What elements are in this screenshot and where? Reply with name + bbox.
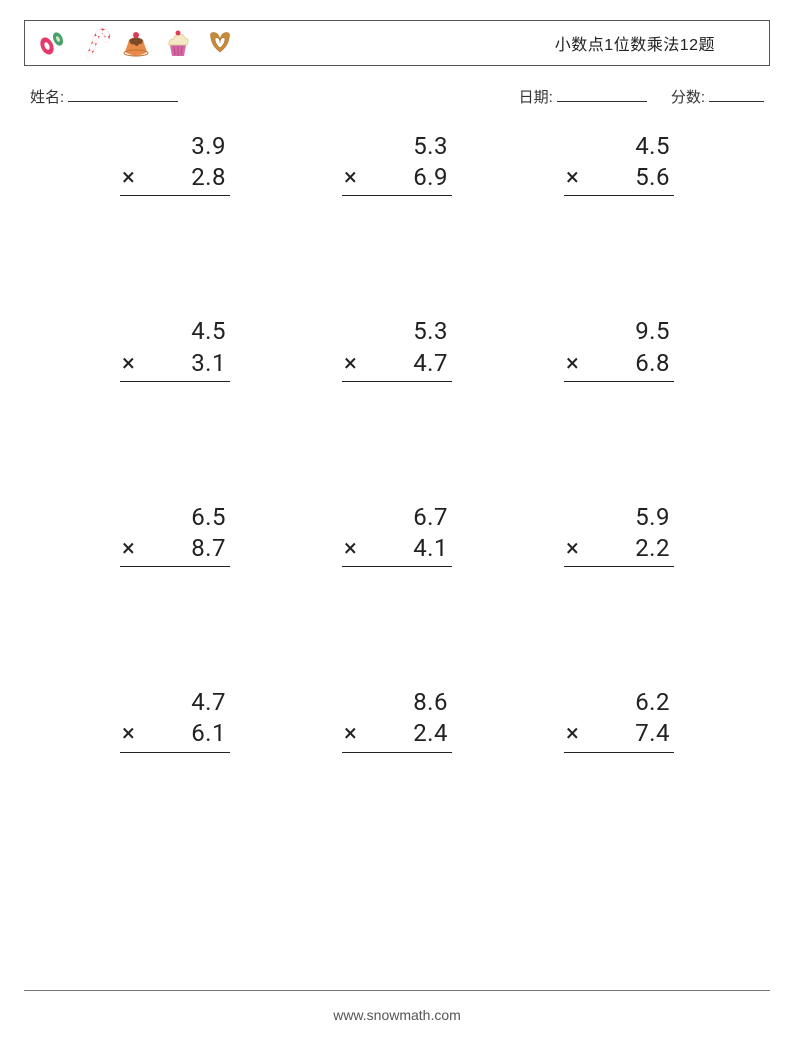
operator: ×	[564, 162, 579, 193]
operator: ×	[564, 533, 579, 564]
problem: 4.5× 3.1	[64, 316, 286, 381]
problem: 4.5× 5.6	[508, 131, 730, 196]
problem: 5.3× 4.7	[286, 316, 508, 381]
multiplier-row: × 4.1	[342, 533, 452, 567]
multiplicand: 9.5	[564, 316, 674, 347]
name-blank	[68, 88, 178, 102]
candy-icon	[35, 26, 69, 60]
problem-stack: 5.9× 2.2	[564, 502, 674, 567]
multiplier: 2.2	[635, 533, 670, 564]
score-label: 分数:	[671, 86, 705, 107]
problem-stack: 4.7× 6.1	[120, 687, 230, 752]
problem: 3.9× 2.8	[64, 131, 286, 196]
problem-stack: 8.6× 2.4	[342, 687, 452, 752]
multiplier: 6.1	[191, 718, 226, 749]
problem-stack: 9.5× 6.8	[564, 316, 674, 381]
multiplicand: 4.5	[564, 131, 674, 162]
header-box: 小数点1位数乘法12题	[24, 20, 770, 66]
operator: ×	[120, 162, 135, 193]
multiplier: 4.1	[413, 533, 448, 564]
operator: ×	[120, 718, 135, 749]
multiplicand: 6.5	[120, 502, 230, 533]
multiplier: 5.6	[635, 162, 670, 193]
multiplier: 2.8	[191, 162, 226, 193]
multiplier: 4.7	[413, 348, 448, 379]
cupcake-icon	[161, 26, 195, 60]
multiplicand: 5.3	[342, 131, 452, 162]
problem-stack: 4.5× 3.1	[120, 316, 230, 381]
problem-stack: 5.3× 4.7	[342, 316, 452, 381]
pudding-icon	[119, 26, 153, 60]
multiplicand: 6.2	[564, 687, 674, 718]
pretzel-icon	[203, 26, 237, 60]
multiplier: 3.1	[191, 348, 226, 379]
problem: 8.6× 2.4	[286, 687, 508, 752]
problem-stack: 4.5× 5.6	[564, 131, 674, 196]
operator: ×	[342, 348, 357, 379]
multiplicand: 4.5	[120, 316, 230, 347]
multiplicand: 5.3	[342, 316, 452, 347]
footer-url: www.snowmath.com	[0, 1007, 794, 1023]
multiplier-row: × 3.1	[120, 348, 230, 382]
problems-grid: 3.9×2.85.3×6.94.5×5.64.5×3.15.3×4.79.5×6…	[24, 121, 770, 753]
multiplier-row: × 8.7	[120, 533, 230, 567]
problem-stack: 6.2× 7.4	[564, 687, 674, 752]
multiplier-row: × 2.8	[120, 162, 230, 196]
multiplier-row: × 6.1	[120, 718, 230, 752]
multiplicand: 6.7	[342, 502, 452, 533]
problem-stack: 6.7× 4.1	[342, 502, 452, 567]
problem: 6.2× 7.4	[508, 687, 730, 752]
problem-stack: 6.5× 8.7	[120, 502, 230, 567]
multiplier-row: × 7.4	[564, 718, 674, 752]
name-label: 姓名:	[30, 86, 64, 107]
name-field: 姓名:	[30, 86, 178, 107]
multiplicand: 8.6	[342, 687, 452, 718]
multiplier: 6.8	[635, 348, 670, 379]
info-row: 姓名: 日期: 分数:	[24, 78, 770, 107]
problem: 4.7× 6.1	[64, 687, 286, 752]
multiplier-row: × 2.4	[342, 718, 452, 752]
problem: 5.9× 2.2	[508, 502, 730, 567]
multiplier-row: × 2.2	[564, 533, 674, 567]
multiplier: 2.4	[413, 718, 448, 749]
score-blank	[709, 88, 764, 102]
operator: ×	[120, 533, 135, 564]
multiplicand: 4.7	[120, 687, 230, 718]
operator: ×	[342, 162, 357, 193]
operator: ×	[564, 718, 579, 749]
worksheet-title: 小数点1位数乘法12题	[555, 31, 755, 55]
footer-rule	[24, 990, 770, 991]
operator: ×	[120, 348, 135, 379]
problem: 6.5× 8.7	[64, 502, 286, 567]
multiplier: 6.9	[413, 162, 448, 193]
operator: ×	[564, 348, 579, 379]
operator: ×	[342, 718, 357, 749]
multiplicand: 3.9	[120, 131, 230, 162]
multiplier: 7.4	[635, 718, 670, 749]
multiplier: 8.7	[191, 533, 226, 564]
date-blank	[557, 88, 647, 102]
problem-stack: 5.3× 6.9	[342, 131, 452, 196]
problem: 5.3× 6.9	[286, 131, 508, 196]
problem: 6.7× 4.1	[286, 502, 508, 567]
date-label: 日期:	[519, 86, 553, 107]
header-icons	[35, 26, 237, 60]
problem-stack: 3.9× 2.8	[120, 131, 230, 196]
multiplier-row: × 6.9	[342, 162, 452, 196]
multiplier-row: × 5.6	[564, 162, 674, 196]
problem: 9.5× 6.8	[508, 316, 730, 381]
candy-cane-icon	[77, 26, 111, 60]
multiplier-row: × 6.8	[564, 348, 674, 382]
multiplicand: 5.9	[564, 502, 674, 533]
operator: ×	[342, 533, 357, 564]
multiplier-row: × 4.7	[342, 348, 452, 382]
